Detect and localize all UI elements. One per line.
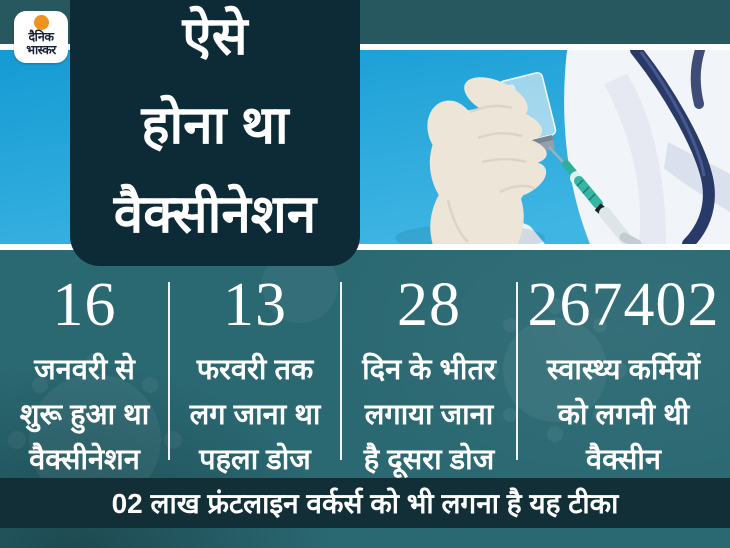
caption-line: फरवरी तक <box>196 354 314 386</box>
headline-box: ऐसे होना था वैक्सीनेशन <box>70 0 360 266</box>
caption-line: शुरू हुआ था <box>19 399 150 431</box>
stat-caption: जनवरी से शुरू हुआ था वैक्सीनेशन <box>20 348 149 483</box>
column-divider <box>340 282 342 460</box>
logo-text-line1: दैनिक <box>28 30 54 44</box>
caption-line: वैक्सीनेशन <box>29 444 140 476</box>
logo-text-line2: भास्कर <box>26 43 56 58</box>
headline-line-1: ऐसे <box>182 7 248 66</box>
stat-number: 13 <box>223 271 287 339</box>
stats-row: 16 जनवरी से शुरू हुआ था वैक्सीनेशन 13 फर… <box>0 268 730 476</box>
caption-line: पहला डोज <box>199 444 311 476</box>
caption-line: वैक्सीन <box>586 444 661 476</box>
caption-line: लगाया जाना <box>364 399 494 431</box>
caption-line: जनवरी से <box>34 354 135 386</box>
stat-column-health-workers: 267402 स्वास्थ्य कर्मियों को लगनी थी वैक… <box>517 268 730 476</box>
footer-bar: 02 लाख फ्रंटलाइन वर्कर्स को भी लगना है य… <box>0 478 730 528</box>
stat-column-feb13: 13 फरवरी तक लग जाना था पहला डोज <box>169 268 341 476</box>
caption-line: दिन के भीतर <box>362 354 496 386</box>
column-divider <box>168 282 170 460</box>
footer-text: 02 लाख फ्रंटलाइन वर्कर्स को भी लगना है य… <box>111 488 619 519</box>
caption-line: लग जाना था <box>189 399 321 431</box>
dainik-bhaskar-logo: दैनिक भास्कर <box>14 11 68 63</box>
stat-caption: दिन के भीतर लगाया जाना है दूसरा डोज <box>362 348 496 483</box>
stat-number: 16 <box>52 271 117 339</box>
headline-line-3: वैक्सीनेशन <box>113 184 317 244</box>
stat-caption: फरवरी तक लग जाना था पहला डोज <box>190 348 321 483</box>
caption-line: को लगनी थी <box>557 399 690 431</box>
stat-caption: स्वास्थ्य कर्मियों को लगनी थी वैक्सीन <box>547 348 700 483</box>
caption-line: स्वास्थ्य कर्मियों <box>546 354 701 386</box>
caption-line: है दूसरा डोज <box>363 444 495 476</box>
sun-dot-icon <box>33 15 49 30</box>
stat-column-28days: 28 दिन के भीतर लगाया जाना है दूसरा डोज <box>341 268 517 476</box>
stat-number: 28 <box>397 271 461 339</box>
stat-number: 267402 <box>527 271 720 339</box>
headline-line-2: होना था <box>141 95 289 155</box>
column-divider <box>516 282 518 460</box>
stat-column-jan16: 16 जनवरी से शुरू हुआ था वैक्सीनेशन <box>0 268 169 476</box>
